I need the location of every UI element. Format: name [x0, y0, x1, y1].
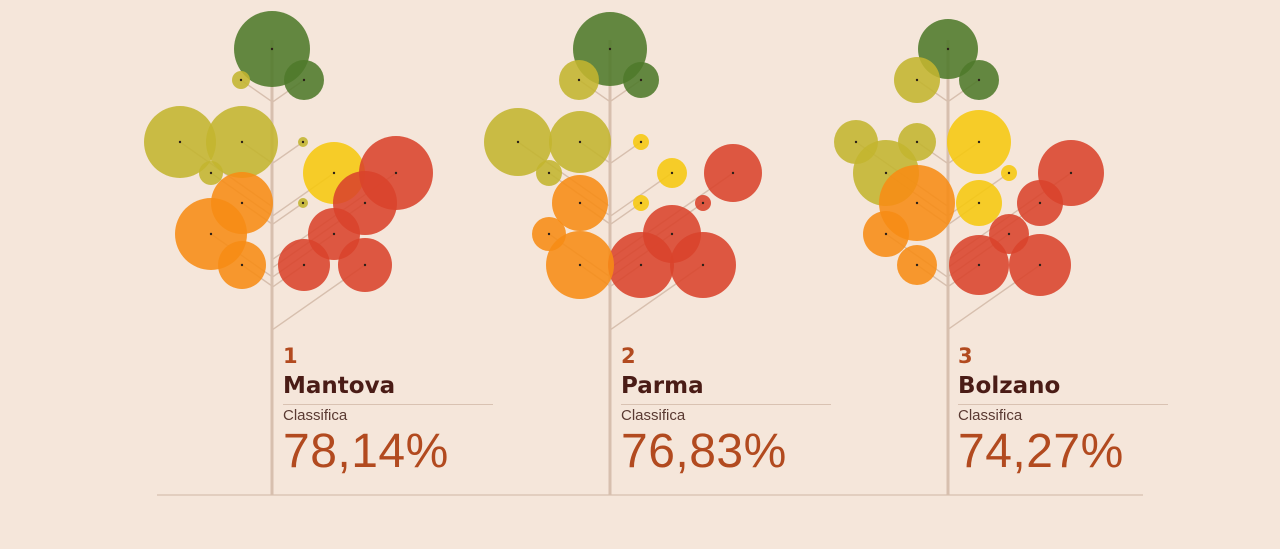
- bubble-center-dot: [332, 171, 336, 175]
- bubble-center-dot: [731, 171, 735, 175]
- city-name: Bolzano: [958, 369, 1168, 405]
- tree-1: [144, 11, 433, 495]
- bubble-center-dot: [240, 201, 244, 205]
- bubble-center-dot: [394, 171, 398, 175]
- bubble-center-dot: [301, 140, 305, 144]
- bubble-center-dot: [915, 140, 919, 144]
- bubble-center-dot: [209, 171, 213, 175]
- tree-branch: [271, 141, 304, 165]
- bubble-center-dot: [301, 201, 305, 205]
- bubble-center-dot: [977, 78, 981, 82]
- bubble-center-dot: [1007, 171, 1011, 175]
- bubble-center-dot: [239, 78, 243, 82]
- bubble-center-dot: [1038, 201, 1042, 205]
- rank-number: 1: [283, 344, 298, 368]
- tree-card-3: 3 Bolzano Classifica 74,27%: [958, 343, 1168, 478]
- score-label: Classifica: [958, 407, 1023, 424]
- bubble-center-dot: [302, 78, 306, 82]
- bubble-center-dot: [578, 201, 582, 205]
- tree-2: [484, 12, 762, 495]
- bubble-center-dot: [1007, 232, 1011, 236]
- rank-number: 2: [621, 344, 636, 368]
- bubble-center-dot: [1038, 263, 1042, 267]
- bubble-center-dot: [701, 263, 705, 267]
- bubble-center-dot: [578, 263, 582, 267]
- bubble-center-dot: [547, 171, 551, 175]
- score-value: 74,27%: [958, 425, 1124, 478]
- bubble-center-dot: [884, 171, 888, 175]
- score-label: Classifica: [283, 407, 348, 424]
- city-name: Parma: [621, 369, 831, 405]
- bubble-center-dot: [270, 47, 274, 51]
- bubble-center-dot: [915, 263, 919, 267]
- bubble-center-dot: [639, 140, 643, 144]
- score-value: 78,14%: [283, 425, 449, 478]
- bubble-center-dot: [1069, 171, 1073, 175]
- tree-branch: [271, 202, 304, 226]
- bubble-center-dot: [363, 263, 367, 267]
- score-label: Classifica: [621, 407, 686, 424]
- bubble-center-dot: [915, 78, 919, 82]
- bubble-center-dot: [209, 232, 213, 236]
- rank-number: 3: [958, 344, 973, 368]
- bubble-center-dot: [977, 263, 981, 267]
- bubble-center-dot: [608, 47, 612, 51]
- bubble-center-dot: [977, 140, 981, 144]
- bubble-center-dot: [302, 263, 306, 267]
- bubble-center-dot: [670, 232, 674, 236]
- score-value: 76,83%: [621, 425, 787, 478]
- bubble-center-dot: [639, 263, 643, 267]
- bubble-center-dot: [854, 140, 858, 144]
- bubble-center-dot: [240, 140, 244, 144]
- bubble-center-dot: [670, 171, 674, 175]
- bubble-center-dot: [639, 201, 643, 205]
- bubble-center-dot: [363, 201, 367, 205]
- bubble-center-dot: [578, 140, 582, 144]
- bubble-center-dot: [701, 201, 705, 205]
- bubble-center-dot: [516, 140, 520, 144]
- bubble-center-dot: [977, 201, 981, 205]
- bubble-center-dot: [547, 232, 551, 236]
- tree-3: [834, 19, 1104, 495]
- tree-card-2: 2 Parma Classifica 76,83%: [621, 343, 831, 478]
- bubble-center-dot: [884, 232, 888, 236]
- bubble-center-dot: [178, 140, 182, 144]
- city-name: Mantova: [283, 369, 493, 405]
- bubble-center-dot: [577, 78, 581, 82]
- bubble-center-dot: [915, 201, 919, 205]
- bubble-center-dot: [639, 78, 643, 82]
- bubble-center-dot: [946, 47, 950, 51]
- tree-card-1: 1 Mantova Classifica 78,14%: [283, 343, 493, 478]
- bubble-center-dot: [332, 232, 336, 236]
- bubble-center-dot: [240, 263, 244, 267]
